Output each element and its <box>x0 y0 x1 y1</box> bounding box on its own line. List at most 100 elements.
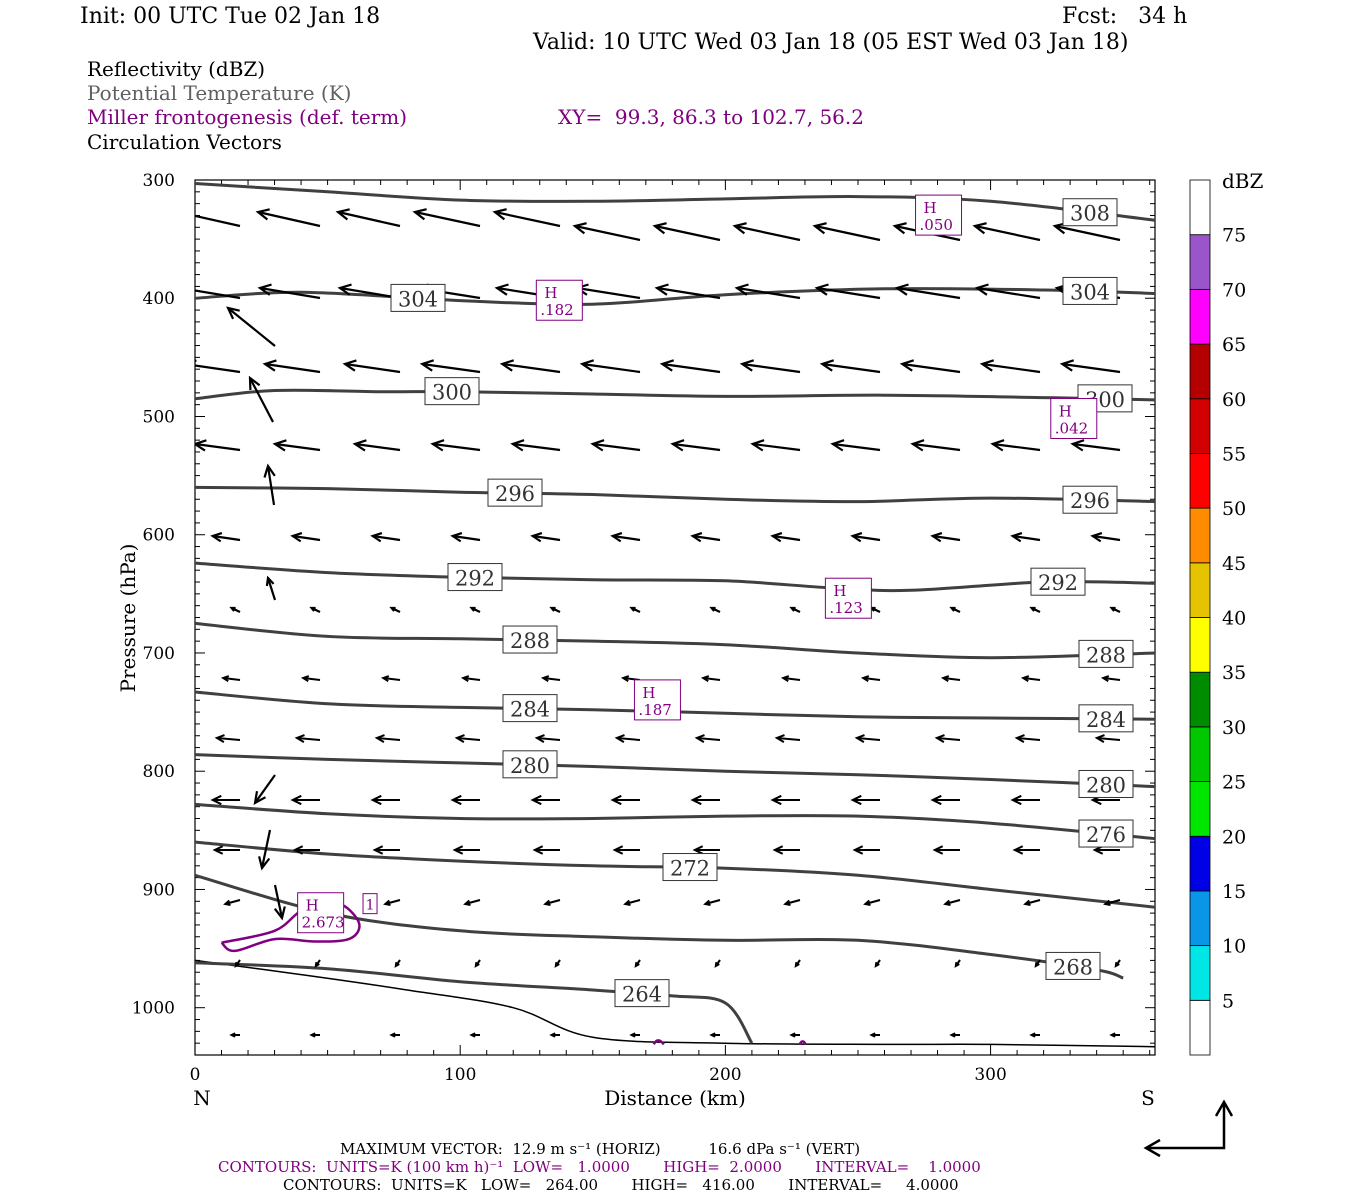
circulation-vector <box>940 675 961 683</box>
circulation-vector <box>899 359 961 374</box>
contour-label-box <box>447 563 503 592</box>
miller-contour-label: 1 <box>366 898 375 914</box>
colorbar-segment <box>1189 781 1211 837</box>
circulation-vector <box>1103 899 1121 906</box>
x-tick-label: 0 <box>190 1065 201 1085</box>
circulation-vector <box>195 439 241 452</box>
colorbar-tick-label: 65 <box>1222 334 1246 356</box>
contour-label-box <box>424 377 480 406</box>
miller-high-label: H <box>544 284 557 302</box>
y-tick-label: 700 <box>143 644 175 664</box>
colorbar-segment <box>1189 835 1211 892</box>
theta-contour-276 <box>195 802 1155 841</box>
circulation-vector <box>943 899 961 906</box>
circulation-vector <box>214 734 241 743</box>
circulation-vector <box>499 359 561 374</box>
miller-high-value: .187 <box>638 701 671 719</box>
circulation-vector <box>703 899 721 906</box>
circulation-vector <box>690 532 721 543</box>
contour-label-box <box>1045 951 1101 980</box>
circulation-vector <box>262 359 321 374</box>
circulation-vector <box>614 734 641 743</box>
circulation-vector <box>337 283 401 300</box>
dbz-colorbar: 5 10 15 20 25 30 35 40 45 50 55 60 65 70 75 dBZ <box>1189 169 1264 1056</box>
circulation-vector <box>1070 439 1121 452</box>
contour-label: 304 <box>1070 280 1110 304</box>
circulation-vector <box>554 959 561 968</box>
circulation-vector <box>574 283 641 300</box>
init-time: Init: 00 UTC Tue 02 Jan 18 <box>80 4 381 29</box>
contour-label: 288 <box>1086 643 1126 667</box>
circulation-vector <box>863 899 881 906</box>
circulation-vector <box>1029 606 1041 613</box>
circulation-vector <box>1090 532 1121 543</box>
circulation-vector <box>394 959 401 968</box>
contour-label: 296 <box>1070 489 1110 513</box>
circulation-vector <box>1014 734 1041 743</box>
miller-high-label: H <box>642 684 655 702</box>
circulation-vector <box>770 532 801 543</box>
circulation-vector <box>954 959 961 968</box>
circulation-vector <box>510 439 561 452</box>
circulation-vector <box>540 675 561 683</box>
circulation-vector <box>990 439 1041 452</box>
miller-contour-label-box <box>362 893 378 915</box>
theta-contours <box>195 182 1155 1045</box>
circulation-vector <box>972 222 1041 242</box>
field-reflectivity: Reflectivity (dBZ) <box>87 57 266 81</box>
circulation-vector <box>383 899 401 906</box>
circulation-vector <box>1023 899 1041 906</box>
theta-contour-288 <box>195 621 1155 660</box>
circulation-vector <box>850 794 880 806</box>
circulation-vector <box>934 734 961 743</box>
colorbar-tick-label: 25 <box>1222 772 1246 794</box>
circulation-vector <box>549 606 561 613</box>
circulation-vector <box>714 959 721 968</box>
circulation-vector <box>389 1032 400 1038</box>
circulation-vector <box>789 1032 800 1038</box>
miller-high-label: H <box>1059 402 1072 420</box>
circulation-vector <box>1034 959 1041 968</box>
contour-label-box <box>1062 276 1118 305</box>
contour-label: 304 <box>398 287 438 311</box>
colorbar-title: dBZ <box>1222 169 1264 193</box>
circulation-vector <box>309 606 321 613</box>
contour-label: 292 <box>1038 571 1078 595</box>
circulation-vector <box>789 606 801 613</box>
contour-label-box <box>1062 485 1118 514</box>
colorbar-tick-label: 15 <box>1222 881 1246 903</box>
theta-contour-296 <box>195 485 1155 504</box>
circulation-vector <box>1114 959 1121 968</box>
circulation-vector <box>220 675 241 683</box>
circulation-vector <box>450 794 480 806</box>
circulation-vector <box>212 845 240 855</box>
theta-contour-280 <box>195 753 1155 789</box>
contour-label-box <box>502 750 558 779</box>
miller-high-box <box>297 892 345 934</box>
cross-section-xy: XY= 99.3, 86.3 to 102.7, 56.2 <box>558 105 864 129</box>
colorbar-segment <box>1189 179 1211 236</box>
circulation-vector <box>534 734 561 743</box>
circulation-vector <box>814 283 881 300</box>
circulation-vector <box>590 439 641 452</box>
circulation-vector <box>530 532 561 543</box>
axes-frame <box>194 179 1156 1056</box>
colorbar-segment <box>1189 890 1211 947</box>
circulation-vector <box>229 1032 240 1038</box>
contour-label-box <box>1078 704 1134 733</box>
miller-high-value: .050 <box>920 216 953 234</box>
theta-contour-300 <box>195 388 1155 402</box>
circulation-vector <box>543 899 561 906</box>
contour-label: 280 <box>1086 773 1126 797</box>
circulation-vector <box>412 208 481 228</box>
x-axis-title: Distance (km) <box>604 1086 746 1110</box>
circulation-vector <box>210 794 240 806</box>
circulation-vector <box>634 959 641 968</box>
colorbar-tick-label: 50 <box>1222 498 1246 520</box>
circulation-vector <box>380 675 401 683</box>
circulation-vector <box>430 439 481 452</box>
circulation-vector <box>709 606 721 613</box>
colorbar-segment <box>1189 507 1211 564</box>
contour-label: 264 <box>622 983 662 1007</box>
circulation-vector <box>652 222 721 242</box>
